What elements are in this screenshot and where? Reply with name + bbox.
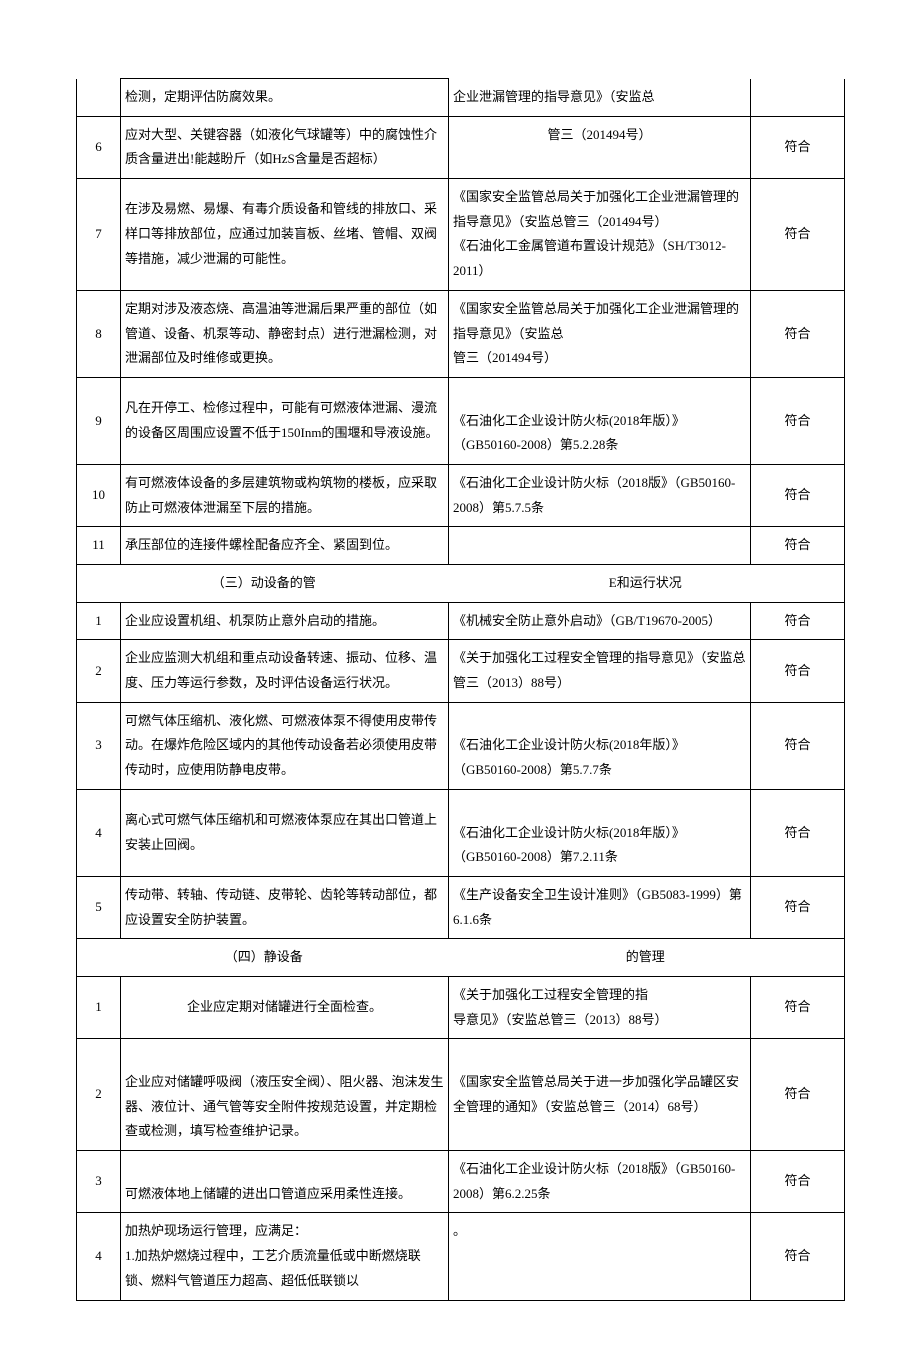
status-text: 符合	[751, 464, 845, 526]
table-row: 8定期对涉及液态烧、高温油等泄漏后果严重的部位（如管道、设备、机泵等动、静密封点…	[77, 290, 845, 377]
requirement-text: 定期对涉及液态烧、高温油等泄漏后果严重的部位（如管道、设备、机泵等动、静密封点）…	[121, 290, 449, 377]
requirement-text: 在涉及易燃、易爆、有毒介质设备和管线的排放口、采样口等排放部位，应通过加装盲板、…	[121, 179, 449, 291]
requirement-text: 应对大型、关键容器（如液化气球罐等）中的腐蚀性介质含量进出!能越盼斤（如HzS含…	[121, 116, 449, 178]
requirement-text: 可燃液体地上储罐的进出口管道应采用柔性连接。	[121, 1151, 449, 1213]
requirement-text: 企业应对储罐呼吸阀（液压安全阀）、阻火器、泡沫发生器、液位计、通气管等安全附件按…	[121, 1039, 449, 1151]
row-number: 1	[77, 976, 121, 1038]
requirement-text: 离心式可燃气体压缩机和可燃液体泵应在其出口管道上安装止回阀。	[121, 789, 449, 876]
status-text	[751, 79, 845, 117]
row-number: 3	[77, 702, 121, 789]
status-text: 符合	[751, 290, 845, 377]
status-text: 符合	[751, 1151, 845, 1213]
requirement-text: 有可燃液体设备的多层建筑物或构筑物的楼板，应采取防止可燃液体泄漏至下层的措施。	[121, 464, 449, 526]
status-text: 符合	[751, 602, 845, 640]
section-header-row: （三）动设备的管E和运行状况	[77, 565, 845, 603]
status-text: 符合	[751, 116, 845, 178]
status-text: 符合	[751, 976, 845, 1038]
requirement-text: 检测，定期评估防腐效果。	[121, 79, 449, 117]
section-title-right: 的管理	[449, 939, 845, 977]
row-number: 9	[77, 377, 121, 464]
requirement-text: 企业应监测大机组和重点动设备转速、振动、位移、温度、压力等运行参数，及时评估设备…	[121, 640, 449, 702]
section-title-right: E和运行状况	[449, 565, 845, 603]
row-number: 5	[77, 876, 121, 938]
table-row: 3可燃液体地上储罐的进出口管道应采用柔性连接。《石油化工企业设计防火标（2018…	[77, 1151, 845, 1213]
basis-text: 《机械安全防止意外启动》（GB/T19670-2005）	[449, 602, 751, 640]
table-row: 11承压部位的连接件螺栓配备应齐全、紧固到位。 符合	[77, 527, 845, 565]
table-row: 9凡在开停工、检修过程中，可能有可燃液体泄漏、漫流的设备区周围应设置不低于150…	[77, 377, 845, 464]
row-number: 10	[77, 464, 121, 526]
requirement-text: 传动带、转轴、传动链、皮带轮、齿轮等转动部位，都应设置安全防护装置。	[121, 876, 449, 938]
basis-text: 。	[449, 1213, 751, 1300]
basis-text: 企业泄漏管理的指导意见》（安监总	[449, 79, 751, 117]
row-number: 11	[77, 527, 121, 565]
section-title-left: （三）动设备的管	[77, 565, 449, 603]
status-text: 符合	[751, 179, 845, 291]
basis-text: 《国家安全监管总局关于加强化工企业泄漏管理的指导意见》（安监总管三（201494…	[449, 290, 751, 377]
table-row: 4加热炉现场运行管理，应满足：1.加热炉燃烧过程中，工艺介质流量低或中断燃烧联锁…	[77, 1213, 845, 1300]
table-row: 7在涉及易燃、易爆、有毒介质设备和管线的排放口、采样口等排放部位，应通过加装盲板…	[77, 179, 845, 291]
basis-text: 《生产设备安全卫生设计准则》（GB5083-1999）第6.1.6条	[449, 876, 751, 938]
basis-text: 《石油化工企业设计防火标(2018年版）》（GB50160-2008）第5.2.…	[449, 377, 751, 464]
table-row: 4离心式可燃气体压缩机和可燃液体泵应在其出口管道上安装止回阀。《石油化工企业设计…	[77, 789, 845, 876]
table-row: 10有可燃液体设备的多层建筑物或构筑物的楼板，应采取防止可燃液体泄漏至下层的措施…	[77, 464, 845, 526]
basis-text: 《石油化工企业设计防火标（2018版》（GB50160-2008）第6.2.25…	[449, 1151, 751, 1213]
table-row: 5传动带、转轴、传动链、皮带轮、齿轮等转动部位，都应设置安全防护装置。《生产设备…	[77, 876, 845, 938]
row-number: 3	[77, 1151, 121, 1213]
status-text: 符合	[751, 1039, 845, 1151]
requirement-text: 凡在开停工、检修过程中，可能有可燃液体泄漏、漫流的设备区周围应设置不低于150I…	[121, 377, 449, 464]
basis-text: 《石油化工企业设计防火标(2018年版）》（GB50160-2008）第5.7.…	[449, 702, 751, 789]
basis-text: 《关于加强化工过程安全管理的指导意见》（安监总管三（2013）88号）	[449, 640, 751, 702]
status-text: 符合	[751, 789, 845, 876]
basis-text: 《关于加强化工过程安全管理的指导意见》（安监总管三（2013）88号）	[449, 976, 751, 1038]
status-text: 符合	[751, 702, 845, 789]
status-text: 符合	[751, 527, 845, 565]
compliance-table: 检测，定期评估防腐效果。企业泄漏管理的指导意见》（安监总6应对大型、关键容器（如…	[76, 78, 845, 1301]
row-number: 4	[77, 1213, 121, 1300]
table-row: 2企业应对储罐呼吸阀（液压安全阀）、阻火器、泡沫发生器、液位计、通气管等安全附件…	[77, 1039, 845, 1151]
table-row: 6应对大型、关键容器（如液化气球罐等）中的腐蚀性介质含量进出!能越盼斤（如HzS…	[77, 116, 845, 178]
requirement-text: 可燃气体压缩机、液化燃、可燃液体泵不得使用皮带传动。在爆炸危险区域内的其他传动设…	[121, 702, 449, 789]
status-text: 符合	[751, 1213, 845, 1300]
requirement-text: 承压部位的连接件螺栓配备应齐全、紧固到位。	[121, 527, 449, 565]
basis-text	[449, 527, 751, 565]
status-text: 符合	[751, 640, 845, 702]
requirement-text: 企业应设置机组、机泵防止意外启动的措施。	[121, 602, 449, 640]
row-number: 4	[77, 789, 121, 876]
row-number	[77, 79, 121, 117]
table-row: 3可燃气体压缩机、液化燃、可燃液体泵不得使用皮带传动。在爆炸危险区域内的其他传动…	[77, 702, 845, 789]
row-number: 7	[77, 179, 121, 291]
row-number: 2	[77, 640, 121, 702]
row-number: 6	[77, 116, 121, 178]
row-number: 1	[77, 602, 121, 640]
table-row: 1企业应设置机组、机泵防止意外启动的措施。《机械安全防止意外启动》（GB/T19…	[77, 602, 845, 640]
requirement-text: 企业应定期对储罐进行全面检查。	[121, 976, 449, 1038]
basis-text: 管三（201494号）	[449, 116, 751, 178]
table-row: 检测，定期评估防腐效果。企业泄漏管理的指导意见》（安监总	[77, 79, 845, 117]
table-row: 1企业应定期对储罐进行全面检查。《关于加强化工过程安全管理的指导意见》（安监总管…	[77, 976, 845, 1038]
row-number: 8	[77, 290, 121, 377]
section-title-left: （四）静设备	[77, 939, 449, 977]
basis-text: 《国家安全监管总局关于进一步加强化学品罐区安全管理的通知》（安监总管三（2014…	[449, 1039, 751, 1151]
basis-text: 《石油化工企业设计防火标（2018版》（GB50160-2008）第5.7.5条	[449, 464, 751, 526]
table-row: 2企业应监测大机组和重点动设备转速、振动、位移、温度、压力等运行参数，及时评估设…	[77, 640, 845, 702]
row-number: 2	[77, 1039, 121, 1151]
basis-text: 《石油化工企业设计防火标(2018年版）》（GB50160-2008）第7.2.…	[449, 789, 751, 876]
requirement-text: 加热炉现场运行管理，应满足：1.加热炉燃烧过程中，工艺介质流量低或中断燃烧联锁、…	[121, 1213, 449, 1300]
basis-text: 《国家安全监管总局关于加强化工企业泄漏管理的指导意见》（安监总管三（201494…	[449, 179, 751, 291]
status-text: 符合	[751, 876, 845, 938]
status-text: 符合	[751, 377, 845, 464]
section-header-row: （四）静设备的管理	[77, 939, 845, 977]
